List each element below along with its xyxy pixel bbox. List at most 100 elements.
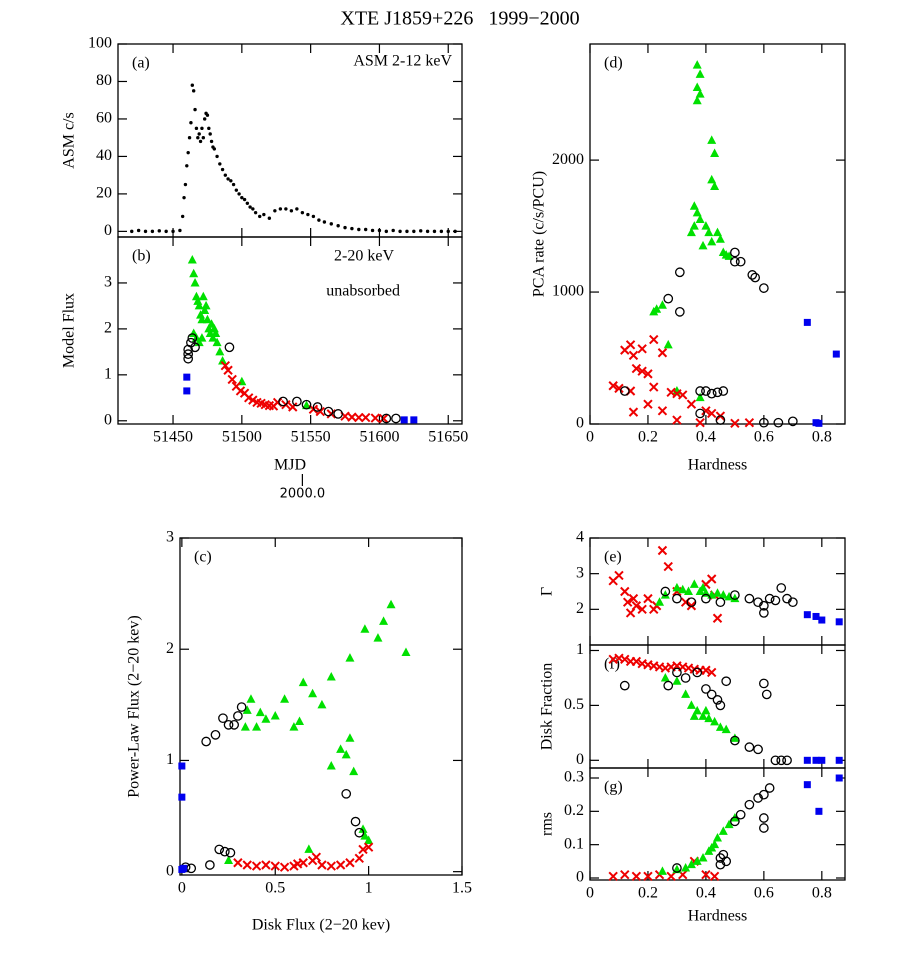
point: [212, 147, 217, 151]
point: [672, 415, 682, 425]
point: [657, 545, 668, 556]
y-tick-label: 0: [104, 222, 112, 239]
x-tick-label: 0.6: [754, 429, 774, 446]
point: [715, 722, 725, 731]
point: [350, 816, 361, 827]
date-marker-label: 2000.0: [280, 487, 326, 502]
point: [326, 672, 336, 681]
point: [701, 593, 711, 604]
y-tick-label: 20: [96, 185, 112, 202]
y-tick-label: 0: [104, 411, 112, 428]
point: [358, 844, 368, 855]
point: [226, 177, 230, 181]
point: [306, 212, 310, 217]
point: [229, 720, 240, 730]
point: [381, 413, 392, 424]
point: [208, 333, 218, 342]
point: [681, 689, 691, 698]
point: [343, 225, 347, 230]
point: [812, 756, 820, 764]
annotation: unabsorbed: [326, 283, 400, 300]
point: [620, 654, 630, 664]
point: [207, 126, 211, 131]
point: [229, 179, 233, 183]
x-tick-label: 0.6: [754, 885, 774, 902]
point: [759, 600, 769, 611]
point: [317, 860, 327, 870]
x-tick-label: 0.4: [696, 429, 716, 446]
point: [759, 813, 769, 823]
point: [304, 844, 314, 853]
point: [439, 229, 444, 234]
point: [730, 733, 740, 742]
panel-label: (g): [604, 779, 623, 796]
point: [326, 409, 336, 419]
point: [205, 860, 215, 870]
point: [370, 228, 375, 233]
point: [663, 561, 673, 572]
point: [358, 824, 368, 833]
point: [680, 673, 691, 683]
point: [212, 337, 222, 347]
point: [713, 833, 722, 842]
point: [326, 761, 336, 770]
y-axis-label: rms: [539, 812, 556, 836]
point: [707, 174, 717, 184]
point: [718, 590, 728, 599]
point: [631, 871, 642, 882]
point: [832, 350, 840, 358]
point: [253, 210, 258, 215]
point: [695, 392, 705, 402]
point: [261, 714, 271, 723]
point: [803, 318, 811, 326]
point: [289, 722, 299, 731]
point: [631, 601, 642, 611]
point: [262, 212, 266, 217]
point: [270, 710, 280, 720]
x-tick-label: 0.5: [265, 880, 285, 897]
point: [197, 132, 201, 136]
point: [224, 855, 234, 865]
point: [707, 135, 717, 144]
point: [363, 842, 374, 852]
point: [625, 340, 636, 350]
point: [787, 597, 798, 608]
point: [236, 702, 247, 712]
point: [684, 586, 694, 595]
point: [715, 700, 726, 711]
point: [280, 694, 290, 703]
y-axis-label: Γ: [539, 587, 556, 596]
point: [302, 400, 312, 410]
point: [333, 409, 344, 419]
point: [130, 229, 134, 234]
point: [803, 781, 811, 789]
point: [329, 222, 333, 226]
point: [649, 382, 659, 392]
point: [255, 707, 265, 717]
point: [761, 689, 772, 700]
point: [753, 744, 763, 755]
point: [689, 201, 699, 210]
point: [706, 689, 717, 700]
point: [157, 229, 161, 233]
point: [187, 333, 198, 343]
point: [643, 369, 653, 379]
point: [345, 858, 355, 868]
point: [336, 744, 346, 753]
point: [270, 861, 280, 871]
point: [190, 342, 200, 353]
point: [251, 861, 262, 871]
point: [660, 590, 670, 599]
point: [182, 195, 186, 200]
panel-label: (e): [604, 549, 622, 566]
point: [773, 417, 784, 428]
point: [279, 862, 290, 872]
point: [724, 251, 734, 260]
point: [364, 835, 374, 845]
point: [759, 417, 769, 428]
point: [242, 197, 247, 202]
y-tick-label: 0: [576, 751, 584, 768]
point: [776, 755, 787, 766]
point: [759, 789, 769, 800]
point: [218, 356, 228, 365]
